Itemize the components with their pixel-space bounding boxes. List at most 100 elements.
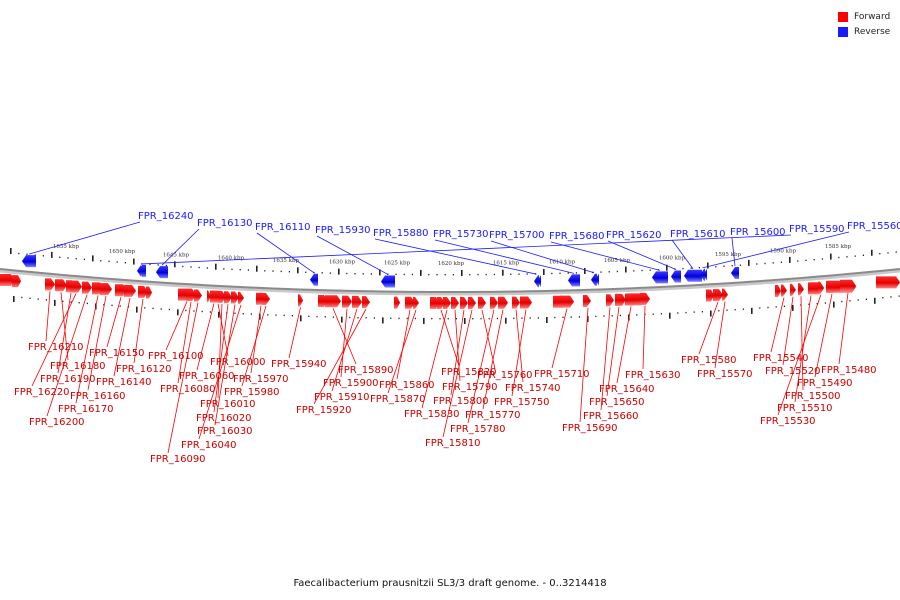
tick-mark-bottom xyxy=(406,317,408,320)
forward-gene xyxy=(124,284,136,297)
reverse-leader xyxy=(28,221,141,255)
forward-gene-label: FPR_16040 xyxy=(181,440,237,451)
tick-mark-top xyxy=(813,259,815,261)
tick-mark-top xyxy=(641,269,643,272)
reverse-leader xyxy=(550,241,661,271)
legend-forward-label: Forward xyxy=(854,11,891,22)
forward-gene-label: FPR_15900 xyxy=(323,378,379,389)
forward-leader xyxy=(515,309,524,383)
tick-mark-bottom xyxy=(136,306,138,313)
gene-features xyxy=(22,255,856,309)
forward-gene xyxy=(625,293,637,306)
tick-mark-top xyxy=(477,273,479,276)
tick-mark-bottom xyxy=(62,300,64,302)
tick-mark-bottom xyxy=(193,310,195,312)
tick-mark-top xyxy=(231,268,233,270)
forward-feature-small xyxy=(0,273,14,286)
tick-mark-bottom xyxy=(554,316,556,319)
tick-mark-bottom xyxy=(521,317,523,319)
forward-gene xyxy=(478,296,486,309)
tick-mark-top xyxy=(879,253,881,255)
reverse-gene-label: FPR_16240 xyxy=(138,211,194,222)
reverse-leader xyxy=(490,240,595,274)
tick-mark-top xyxy=(625,266,627,273)
axis-tick-label: 1630 kbp xyxy=(329,260,356,266)
forward-feature-small xyxy=(12,275,21,288)
forward-leader xyxy=(440,309,460,367)
tick-mark-bottom xyxy=(841,300,843,303)
forward-feature-small xyxy=(706,289,714,302)
forward-gene-label: FPR_15770 xyxy=(465,410,521,421)
forward-gene-label: FPR_15790 xyxy=(442,382,498,393)
tick-mark-top xyxy=(264,270,266,272)
forward-leader xyxy=(387,309,417,394)
tick-mark-bottom xyxy=(357,317,359,319)
forward-gene xyxy=(606,294,614,307)
reverse-gene-label: FPR_15680 xyxy=(549,231,605,242)
tick-mark-bottom xyxy=(13,296,15,302)
tick-mark-top xyxy=(469,274,471,276)
tick-mark-bottom xyxy=(759,307,761,309)
reverse-leader xyxy=(434,239,575,274)
tick-mark-top xyxy=(764,262,766,265)
forward-gene-label: FPR_15640 xyxy=(599,384,655,395)
tick-mark-top xyxy=(215,263,217,270)
tick-mark-top xyxy=(731,265,733,267)
tick-mark-top xyxy=(502,269,504,276)
forward-gene xyxy=(798,283,804,296)
tick-mark-top xyxy=(756,263,758,265)
tick-mark-bottom xyxy=(529,317,531,319)
forward-leader xyxy=(214,304,236,426)
forward-leader xyxy=(600,307,611,411)
tick-mark-top xyxy=(526,273,528,275)
forward-gene-label: FPR_16080 xyxy=(160,384,216,395)
tick-mark-bottom xyxy=(291,315,293,317)
axis-tick-label: 1655 kbp xyxy=(53,244,80,250)
tick-mark-bottom xyxy=(710,310,712,317)
forward-gene-label: FPR_15540 xyxy=(753,353,809,364)
forward-gene-label: FPR_16160 xyxy=(70,391,126,402)
forward-gene xyxy=(520,296,532,309)
tick-mark-bottom xyxy=(546,317,548,323)
tick-mark-top xyxy=(362,273,364,275)
reverse-gene xyxy=(671,270,681,283)
tick-mark-bottom xyxy=(849,300,851,302)
forward-gene-label: FPR_16100 xyxy=(148,351,204,362)
tick-mark-top xyxy=(403,273,405,276)
forward-leader xyxy=(196,303,215,371)
forward-gene-label: FPR_15490 xyxy=(797,378,853,389)
tick-mark-top xyxy=(830,253,832,260)
forward-gene xyxy=(194,289,202,302)
forward-gene-label: FPR_16220 xyxy=(14,387,70,398)
reverse-gene xyxy=(381,275,395,288)
tick-mark-bottom xyxy=(882,297,884,299)
reverse-leader xyxy=(702,231,850,269)
tick-mark-bottom xyxy=(234,312,236,314)
tick-mark-top xyxy=(846,256,848,258)
forward-gene-label: FPR_16210 xyxy=(28,342,84,353)
forward-leader xyxy=(60,292,69,361)
tick-mark-bottom xyxy=(423,317,425,324)
reverse-leader xyxy=(141,234,792,265)
forward-gene xyxy=(352,295,362,308)
tick-mark-top xyxy=(26,253,28,255)
tick-mark-top xyxy=(157,264,159,266)
forward-gene-label: FPR_15780 xyxy=(450,424,506,435)
forward-gene-label: FPR_15660 xyxy=(583,411,639,422)
forward-feature-small xyxy=(146,286,152,299)
forward-leader xyxy=(217,303,229,357)
reverse-gene-label: FPR_15610 xyxy=(670,229,726,240)
tick-mark-bottom xyxy=(890,296,892,298)
tick-mark-top xyxy=(280,270,282,273)
tick-mark-bottom xyxy=(537,317,539,319)
tick-mark-top xyxy=(190,266,192,268)
reverse-gene xyxy=(156,266,168,279)
forward-gene-label: FPR_15910 xyxy=(314,392,370,403)
tick-mark-bottom xyxy=(439,318,441,320)
forward-gene-label: FPR_15870 xyxy=(370,394,426,405)
tick-mark-top xyxy=(149,263,151,266)
forward-gene-label: FPR_16200 xyxy=(29,417,85,428)
axis-tick-label: 1650 kbp xyxy=(109,249,136,255)
forward-leader xyxy=(782,296,794,366)
tick-mark-bottom xyxy=(595,315,597,318)
